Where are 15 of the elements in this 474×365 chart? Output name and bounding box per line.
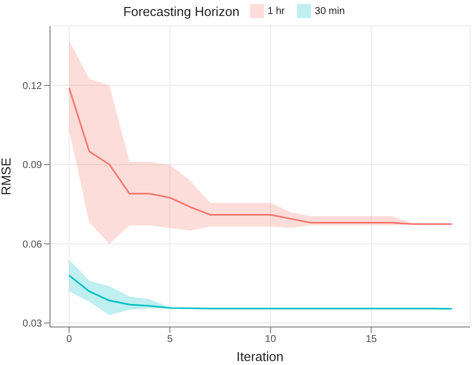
y-tick-label: 0.06: [22, 239, 42, 250]
legend-title: Forecasting Horizon: [123, 4, 240, 18]
legend-label: 1 hr: [268, 6, 285, 16]
legend-label: 30 min: [314, 6, 345, 16]
x-tick-label: 15: [366, 334, 378, 346]
x-tick-label: 5: [167, 334, 174, 346]
y-tick-label: 0.12: [22, 80, 42, 92]
line-series: [68, 274, 453, 310]
x-tick-label: 10: [265, 334, 277, 346]
y-axis-title: RMSE: [0, 157, 14, 196]
x-axis-title: Iteration: [236, 349, 284, 364]
line-series: [68, 87, 453, 225]
y-tick-label: 0.03: [22, 318, 42, 330]
x-tick-label: 0: [66, 334, 72, 346]
y-tick-label: 0.09: [22, 160, 42, 172]
